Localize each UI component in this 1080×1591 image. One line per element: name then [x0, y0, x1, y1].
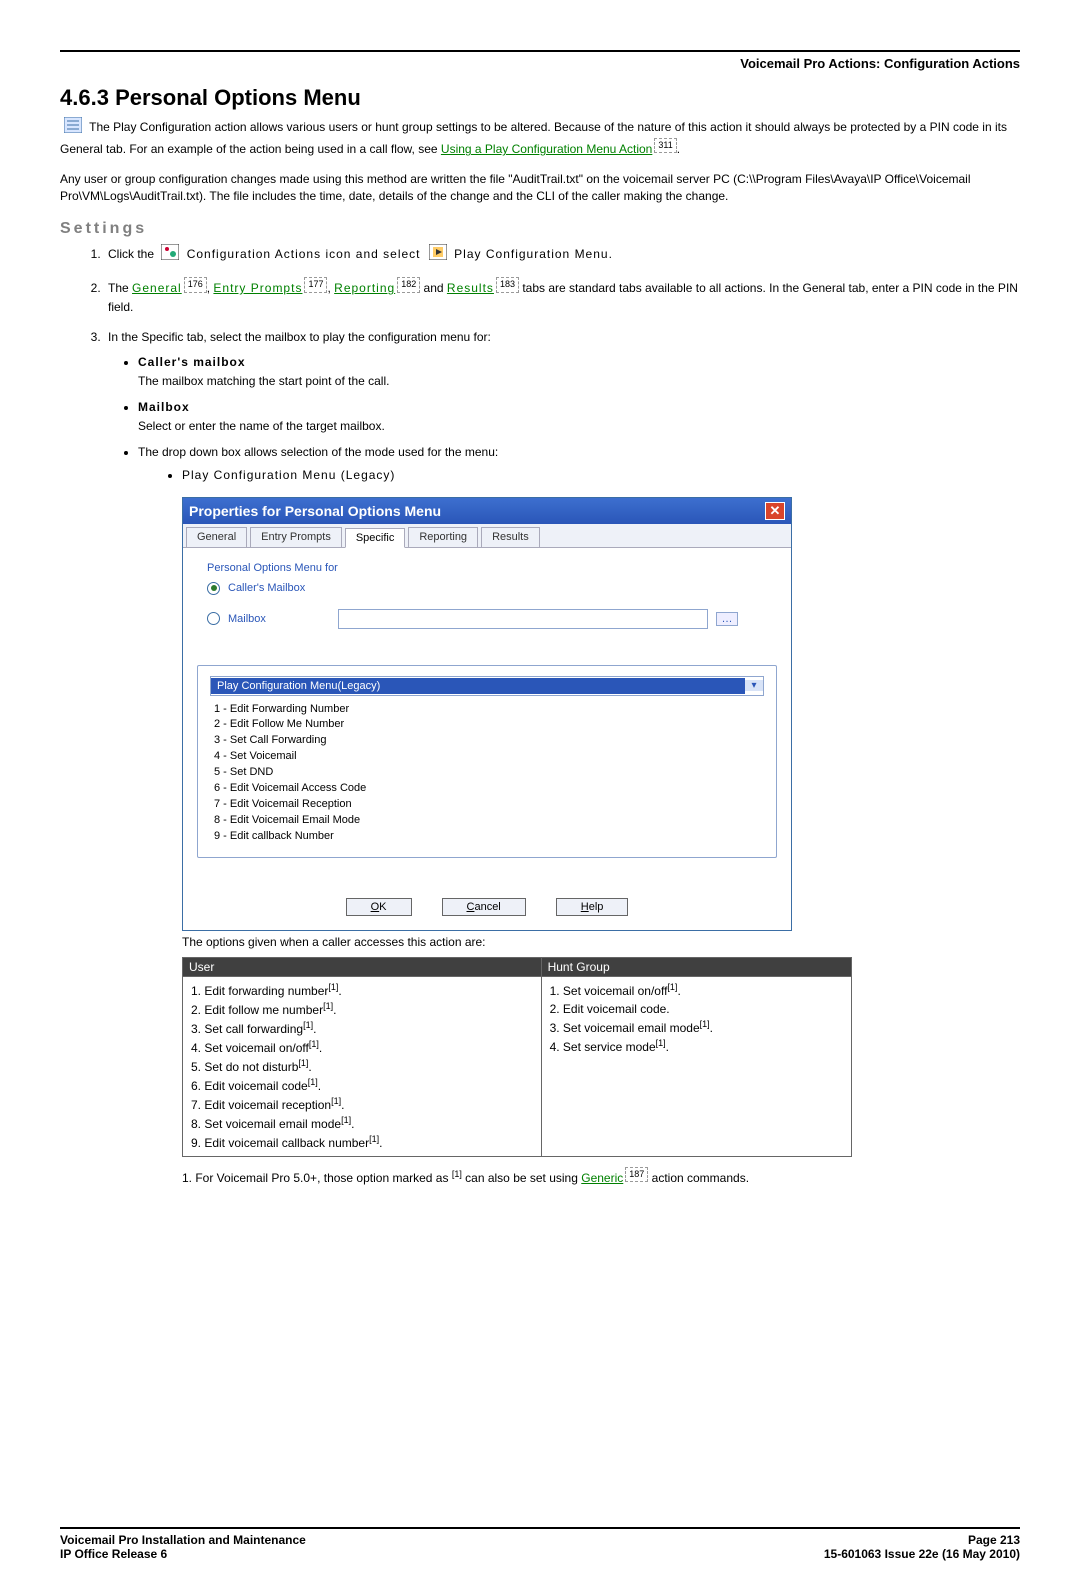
link-results-tab[interactable]: Results — [447, 281, 494, 295]
col-hunt-group: Hunt Group — [541, 957, 851, 976]
user-options-cell: 1. Edit forwarding number[1]. 2. Edit fo… — [183, 976, 542, 1156]
section-title: 4.6.3 Personal Options Menu — [60, 85, 1020, 111]
dialog-caption: The options given when a caller accesses… — [182, 935, 1020, 949]
intro-paragraph-1: The Play Configuration action allows var… — [60, 117, 1020, 159]
link-generic[interactable]: Generic — [581, 1171, 623, 1185]
intro-paragraph-2: Any user or group configuration changes … — [60, 171, 1020, 206]
chevron-down-icon: ▾ — [745, 680, 763, 691]
play-config-menu-icon — [429, 244, 447, 266]
step3-mode-legacy: Play Configuration Menu (Legacy) — [182, 466, 1020, 485]
menu-items-list: 1 - Edit Forwarding Number 2 - Edit Foll… — [214, 702, 764, 845]
dialog-tabs: General Entry Prompts Specific Reporting… — [183, 524, 791, 548]
close-icon[interactable]: ✕ — [765, 502, 785, 520]
radio-callers-mailbox[interactable]: Caller's Mailbox — [207, 582, 777, 595]
cancel-button[interactable]: Cancel — [442, 898, 526, 916]
tab-entry-prompts[interactable]: Entry Prompts — [250, 527, 342, 547]
mailbox-input[interactable] — [338, 609, 708, 629]
tab-general[interactable]: General — [186, 527, 247, 547]
page-header: Voicemail Pro Actions: Configuration Act… — [60, 50, 1020, 71]
groupbox-menu-mode: Play Configuration Menu(Legacy) ▾ 1 - Ed… — [197, 665, 777, 858]
step3-mailbox: Mailbox Select or enter the name of the … — [138, 398, 1020, 435]
breadcrumb: Voicemail Pro Actions: Configuration Act… — [740, 56, 1020, 71]
step-3: In the Specific tab, select the mailbox … — [104, 328, 1020, 484]
groupbox-options-menu-for: Personal Options Menu for Caller's Mailb… — [197, 558, 777, 645]
link-reporting-tab[interactable]: Reporting — [334, 281, 395, 295]
tab-results[interactable]: Results — [481, 527, 540, 547]
step-2: The General176, Entry Prompts177, Report… — [104, 277, 1020, 316]
footer-left1: Voicemail Pro Installation and Maintenan… — [60, 1533, 306, 1547]
tab-specific[interactable]: Specific — [345, 528, 406, 548]
config-icon — [64, 117, 82, 138]
settings-steps: Click the Configuration Actions icon and… — [104, 244, 1020, 485]
browse-button[interactable]: … — [716, 612, 738, 626]
page-footer: Voicemail Pro Installation and Maintenan… — [60, 1527, 1020, 1561]
page-ref: 311 — [654, 138, 676, 153]
link-entry-prompts-tab[interactable]: Entry Prompts — [213, 281, 302, 295]
ok-button[interactable]: OK — [346, 898, 412, 916]
dialog-buttons: OK Cancel Help — [183, 888, 791, 930]
radio-on-icon — [207, 582, 220, 595]
dialog-titlebar: Properties for Personal Options Menu ✕ — [183, 498, 791, 524]
tab-reporting[interactable]: Reporting — [408, 527, 478, 547]
radio-off-icon — [207, 612, 220, 625]
link-using-play-config[interactable]: Using a Play Configuration Menu Action — [441, 142, 652, 156]
step-1: Click the Configuration Actions icon and… — [104, 244, 1020, 266]
step3-callers-mailbox: Caller's mailbox The mailbox matching th… — [138, 353, 1020, 390]
step3-mode: The drop down box allows selection of th… — [138, 443, 1020, 484]
radio-mailbox[interactable]: Mailbox … — [207, 609, 777, 629]
dialog-title: Properties for Personal Options Menu — [189, 503, 441, 519]
options-table: User Hunt Group 1. Edit forwarding numbe… — [182, 957, 852, 1157]
col-user: User — [183, 957, 542, 976]
mode-dropdown[interactable]: Play Configuration Menu(Legacy) ▾ — [210, 676, 764, 696]
settings-heading: Settings — [60, 220, 1020, 238]
properties-dialog: Properties for Personal Options Menu ✕ G… — [182, 497, 792, 931]
help-button[interactable]: Help — [556, 898, 629, 916]
footer-right1: Page 213 — [824, 1533, 1020, 1547]
link-general-tab[interactable]: General — [132, 281, 182, 295]
footer-right2: 15-601063 Issue 22e (16 May 2010) — [824, 1547, 1020, 1561]
groupbox-legend: Personal Options Menu for — [207, 562, 777, 574]
footer-left2: IP Office Release 6 — [60, 1547, 306, 1561]
footnote: 1. For Voicemail Pro 5.0+, those option … — [182, 1167, 1020, 1187]
config-actions-icon — [161, 244, 179, 266]
hunt-options-cell: 1. Set voicemail on/off[1]. 2. Edit voic… — [541, 976, 851, 1156]
